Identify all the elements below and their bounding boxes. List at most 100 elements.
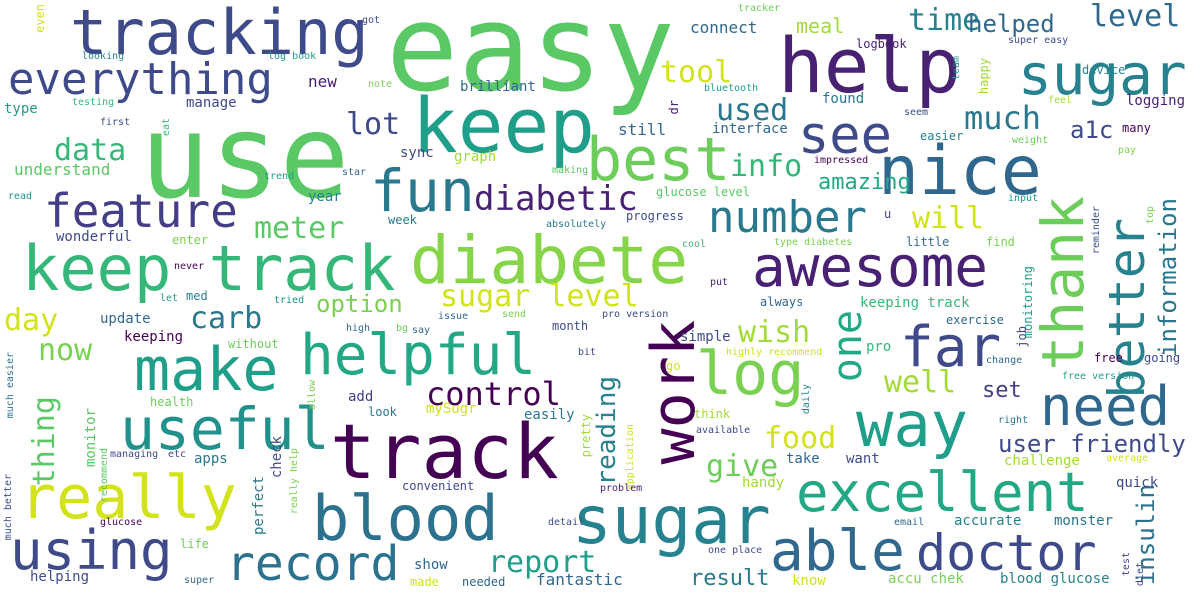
word: food — [764, 421, 837, 456]
word: tracker — [738, 3, 781, 14]
word: year — [308, 189, 342, 205]
word: available — [696, 425, 751, 436]
word: cool — [682, 239, 707, 250]
word: input — [1008, 193, 1039, 204]
word: bg — [396, 323, 409, 334]
word: email — [894, 517, 925, 528]
word: put — [710, 277, 729, 288]
word: using — [10, 519, 173, 582]
word: day — [4, 303, 59, 338]
word: result — [690, 566, 770, 591]
word: let — [160, 293, 179, 304]
word: brilliant — [460, 79, 536, 95]
word: update — [100, 311, 151, 327]
word: amazing — [818, 170, 911, 195]
word: see — [798, 106, 892, 166]
word: test — [1121, 552, 1132, 577]
word: new — [308, 72, 337, 91]
word: set — [982, 378, 1022, 403]
word: accurate — [954, 513, 1022, 529]
word: helping — [30, 569, 90, 585]
word: free — [1094, 351, 1123, 365]
word: thank — [1029, 196, 1097, 371]
word: go — [666, 359, 681, 373]
word: month — [552, 319, 589, 333]
word: best — [586, 125, 731, 195]
word: health — [150, 395, 194, 409]
word: user friendly — [998, 430, 1186, 458]
word: keeping track — [860, 295, 970, 311]
word: really help — [289, 448, 300, 515]
word: number — [708, 192, 867, 243]
word: level — [1090, 0, 1181, 34]
word: problem — [600, 483, 643, 494]
word: mySugr — [426, 401, 477, 417]
word: free version — [1062, 371, 1135, 382]
word: eat — [161, 118, 172, 137]
word: got — [362, 15, 381, 26]
word: lot — [346, 107, 401, 142]
word: etc — [168, 449, 187, 460]
word: quick — [1116, 475, 1159, 491]
word: understand — [14, 160, 111, 179]
word: reminder — [1091, 206, 1102, 255]
word: meal — [796, 14, 845, 38]
word: monster — [1054, 513, 1114, 529]
word: super — [184, 575, 215, 586]
word: glucose — [100, 517, 143, 528]
word: carb — [190, 301, 263, 336]
word: one place — [708, 545, 763, 556]
word: keeping — [124, 329, 184, 345]
word: option — [316, 290, 403, 318]
word: tried — [274, 295, 305, 306]
word: fun — [370, 157, 475, 225]
word: everything — [8, 54, 273, 105]
word: sugar — [572, 482, 771, 559]
word: really — [20, 463, 237, 533]
word: thing — [27, 396, 62, 487]
word: send — [502, 309, 527, 320]
word: happy — [977, 58, 991, 95]
word: bluetooth — [704, 83, 759, 94]
word: without — [228, 337, 279, 351]
word: med — [186, 289, 208, 303]
word: job — [1015, 326, 1029, 348]
word: feel — [1048, 95, 1073, 106]
word: logging — [1126, 93, 1186, 109]
word: track — [330, 407, 559, 496]
word: report — [488, 545, 597, 580]
word: diet — [1135, 562, 1146, 587]
word: making — [552, 165, 589, 176]
word: logbook — [856, 37, 907, 51]
word: top — [1145, 206, 1156, 225]
word: now — [38, 333, 93, 368]
word: many — [1122, 121, 1151, 135]
word: apps — [194, 451, 228, 467]
word: doctor — [916, 524, 1097, 582]
word: excellent — [796, 461, 1089, 524]
word: little — [906, 235, 950, 249]
word: give — [706, 449, 779, 484]
word: reading — [592, 376, 622, 486]
word: perfect — [251, 476, 267, 536]
word: say — [412, 325, 431, 336]
word: star — [342, 167, 367, 178]
word: seem — [904, 107, 929, 118]
word: tool — [660, 55, 733, 90]
word: keep track — [22, 232, 396, 305]
word: need — [1040, 375, 1171, 438]
word: application — [625, 424, 636, 491]
word: easier — [920, 129, 964, 143]
word: log book — [268, 51, 317, 62]
word: one — [825, 310, 871, 383]
word: diabete — [410, 222, 689, 299]
word: much better — [3, 474, 14, 541]
word: average — [1106, 453, 1149, 464]
word: info — [730, 149, 803, 184]
word: fantastic — [536, 570, 623, 589]
word: check — [269, 436, 285, 479]
word: still — [618, 120, 667, 139]
word: tracking — [70, 0, 369, 69]
word: even — [33, 4, 47, 33]
